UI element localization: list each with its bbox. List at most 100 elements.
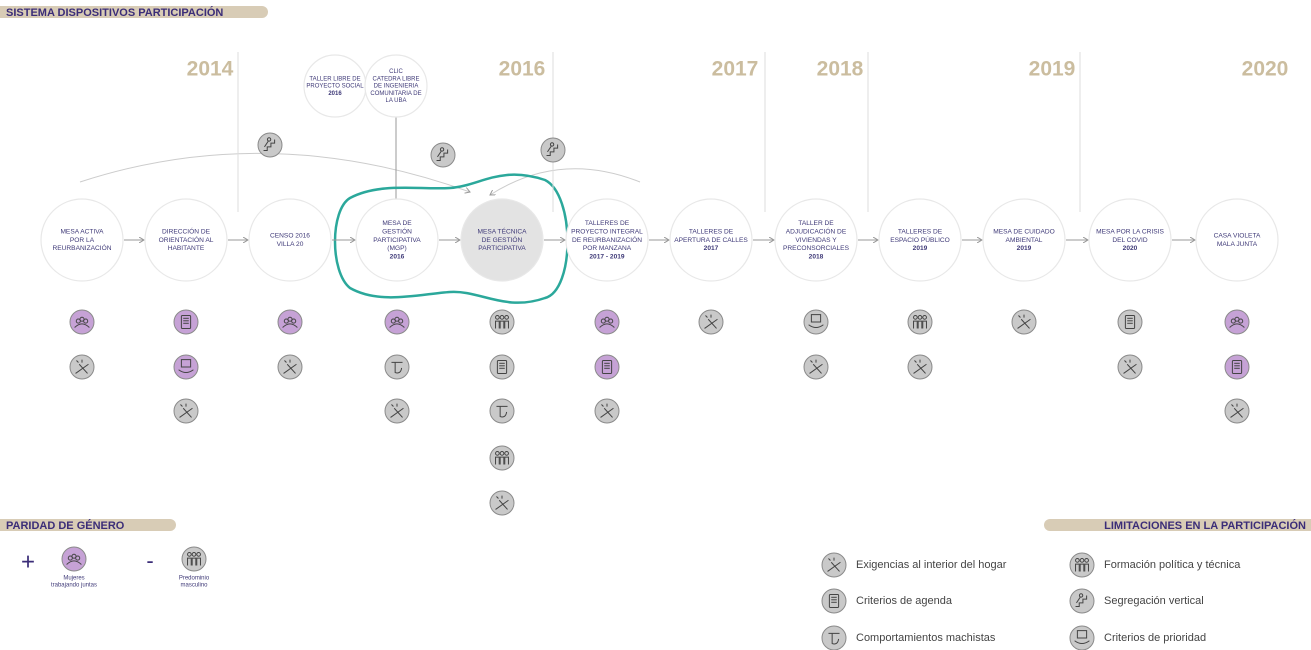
icon <box>907 354 933 380</box>
icon-glyph <box>828 594 840 608</box>
icon-circle <box>594 354 620 380</box>
icon-glyph <box>1079 558 1085 563</box>
node-year: 2017 <box>704 245 719 252</box>
header-banner <box>0 6 268 18</box>
icon-glyph <box>495 456 500 465</box>
icon-glyph <box>1238 318 1244 324</box>
icon-glyph <box>178 369 194 374</box>
limitations-title: LIMITACIONES EN LA PARTICIPACIÓN <box>1104 519 1306 532</box>
node-circle <box>982 198 1066 282</box>
node-year: 2020 <box>1123 245 1138 252</box>
node-circle <box>40 198 124 282</box>
node-label: TALLER DE <box>798 220 834 227</box>
icon-glyph <box>495 320 500 329</box>
gender-title: PARIDAD DE GÉNERO <box>6 519 125 532</box>
icon-circle <box>821 625 847 650</box>
node-year: 2019 <box>913 245 928 252</box>
icon-glyph <box>504 320 509 329</box>
icon-glyph <box>499 320 505 329</box>
year-label: 2017 <box>712 58 759 81</box>
year-label: 2018 <box>817 58 864 81</box>
icon <box>1224 309 1250 335</box>
icon-glyph <box>549 142 555 147</box>
icon-glyph <box>180 315 192 329</box>
icon <box>1117 309 1143 335</box>
icon <box>181 546 207 572</box>
gender-label: Predominio <box>179 576 210 582</box>
icon-circle <box>489 445 515 471</box>
icon-glyph <box>704 314 718 329</box>
icon-glyph <box>1075 595 1088 608</box>
node-label: MESA ACTIVA <box>60 228 104 235</box>
icon-glyph <box>504 456 509 465</box>
node-circle <box>248 198 332 282</box>
icon-glyph <box>1079 563 1085 572</box>
icon <box>821 625 847 650</box>
icon-glyph <box>436 149 449 162</box>
icon <box>277 354 303 380</box>
side-node-label: LA UBA <box>385 98 406 104</box>
node-circle <box>144 198 228 282</box>
icon-glyph <box>1123 359 1137 374</box>
node-circle <box>460 198 544 282</box>
icon <box>430 142 456 168</box>
icon-glyph <box>266 137 272 142</box>
icon-glyph <box>917 320 923 329</box>
icon-glyph <box>180 359 192 368</box>
icon-circle <box>173 309 199 335</box>
node-label: TALLERES DE <box>898 228 943 235</box>
curve <box>79 152 470 192</box>
icon-glyph <box>810 314 822 323</box>
gender-label: masculino <box>180 583 208 589</box>
icon-glyph <box>496 360 508 374</box>
node-label: (MGP) <box>387 245 406 252</box>
node-year: 2016 <box>390 254 405 261</box>
icon-glyph <box>291 318 297 324</box>
side-node-circle <box>364 54 428 118</box>
side-node-label: TALLER LIBRE DE <box>309 76 360 82</box>
node-label: ADJUDICACIÓN DE <box>786 226 847 235</box>
icon-glyph <box>83 318 89 324</box>
year-label: 2016 <box>499 58 546 81</box>
icon-glyph <box>599 323 615 328</box>
icon <box>173 354 199 380</box>
icon <box>1224 354 1250 380</box>
icon-glyph <box>75 359 89 374</box>
icon <box>173 309 199 335</box>
icon-glyph <box>600 403 614 418</box>
icon-circle <box>257 132 283 158</box>
icon-glyph <box>191 552 197 557</box>
icon <box>489 354 515 380</box>
side-node-label: COMUNITARIA DE <box>370 91 421 97</box>
node-label: MALA JUNTA <box>1217 241 1258 248</box>
node-label: DEL COVID <box>1112 237 1148 244</box>
legend-label: Segregación vertical <box>1104 595 1204 607</box>
icon-circle <box>430 142 456 168</box>
icon <box>1069 625 1095 650</box>
node-circle <box>355 198 439 282</box>
icon-glyph <box>391 361 403 374</box>
icon-glyph <box>1231 360 1243 374</box>
node-label: CENSO 2016 <box>270 233 310 240</box>
icon-glyph <box>547 146 552 153</box>
side-node-label: CATEDRA LIBRE <box>373 76 420 82</box>
node-year: 2017 - 2019 <box>589 254 625 261</box>
icon <box>489 398 515 424</box>
node-label: TALLERES DE <box>689 228 734 235</box>
node-circle <box>878 198 962 282</box>
icon-circle <box>181 546 207 572</box>
node-label: ORIENTACIÓN AL <box>159 235 214 244</box>
side-node-label: DE INGENIERIA <box>374 84 419 90</box>
node-label: PRECONSORCIALES <box>783 245 850 252</box>
side-node-label: CLIC <box>389 69 403 75</box>
icon-glyph <box>74 323 90 328</box>
node-circle <box>774 198 858 282</box>
icon-glyph <box>499 451 505 456</box>
node-label: VILLA 20 <box>277 241 304 248</box>
icon-circle <box>489 398 515 424</box>
icon <box>1069 552 1095 578</box>
node-label: MESA POR LA CRISIS <box>1096 228 1164 235</box>
icon <box>594 309 620 335</box>
node-label: HABITANTE <box>168 245 205 252</box>
icon-circle <box>1069 552 1095 578</box>
